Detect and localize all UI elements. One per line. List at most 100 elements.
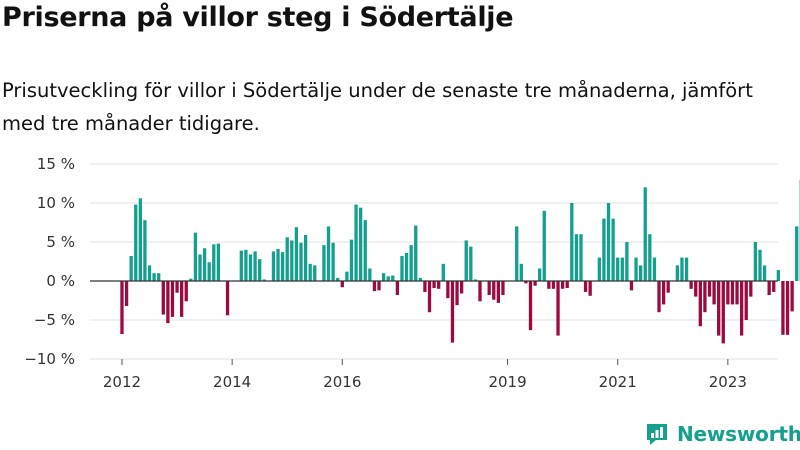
y-tick-label: 5 % [46,233,75,251]
bar [161,281,165,315]
bar [657,281,661,313]
bar [684,257,689,281]
bar [648,234,652,281]
bar [519,263,523,281]
bar [492,281,496,300]
bar [184,281,188,302]
bar [478,281,482,302]
bar [409,245,413,281]
bar [767,281,771,296]
bar [744,281,748,320]
bar [202,248,207,281]
bar [556,281,560,336]
bar [749,281,753,297]
bar [661,281,666,305]
y-tick-label: −10 % [24,350,75,368]
bar [331,242,335,281]
bar [726,281,730,305]
bar [464,240,468,281]
bar [372,281,377,292]
bar [496,281,501,303]
bar [570,203,574,281]
bar [189,278,193,281]
bar [377,281,381,291]
bar [524,281,528,284]
bar [437,281,441,289]
bar [707,281,712,297]
bar [560,281,565,289]
bar [404,252,409,281]
bar [781,281,785,335]
bar [193,232,198,281]
bar [170,281,175,317]
bar [551,281,556,289]
bar [418,277,422,281]
bar [253,251,257,281]
bar [758,249,762,281]
bar [785,281,790,335]
bar [427,281,432,313]
bar [602,218,606,281]
bar [258,259,262,281]
bar [280,252,285,281]
bar [597,257,601,281]
bar [248,254,253,281]
bar [675,265,680,281]
bar [166,281,170,324]
bar [739,281,744,336]
bar [487,281,491,296]
bar [459,281,464,294]
y-tick-label: −5 % [34,311,75,329]
bar [652,257,657,281]
bar [689,281,693,289]
bar [432,281,436,289]
newsworthy-brand-name: Newsworthy [677,422,800,446]
bar [625,242,629,281]
bar [299,242,303,281]
y-axis-tick-labels: 15 % 10 % 5 % 0 % −5 % −10 % [24,155,75,368]
bars [120,179,800,344]
bar [583,281,588,292]
bar [368,268,372,281]
x-tick-label: 2023 [709,373,747,391]
bar [290,240,294,281]
bar [515,226,519,281]
bar [336,277,340,281]
bar [157,273,161,281]
bar [124,281,129,306]
bar [762,265,767,281]
page-title: Priserna på villor steg i Södertälje [2,2,514,33]
x-tick-label: 2016 [323,373,361,391]
bar [606,203,611,281]
bar [639,265,643,281]
bar [271,251,276,281]
bar [629,281,634,291]
bar [308,263,312,281]
x-tick-label: 2021 [599,373,637,391]
bar [588,281,592,296]
bar [180,281,184,317]
newsworthy-brand: Newsworthy [644,418,800,450]
bar [326,226,331,281]
bar [717,281,721,336]
bar [395,281,400,296]
bar [349,239,354,281]
bar [712,281,716,305]
bar [579,234,583,281]
bar [703,281,707,313]
bar [363,220,367,281]
bar [450,281,455,343]
bar [542,210,546,281]
bar [538,268,542,281]
gridlines [90,163,778,360]
bar [212,244,216,281]
bar [473,279,478,281]
bar [262,279,266,281]
bar [574,234,579,281]
bar [391,275,395,281]
bar [414,225,418,281]
bar [528,281,533,331]
bar [239,250,243,281]
bar [313,265,317,281]
bar [400,256,404,281]
